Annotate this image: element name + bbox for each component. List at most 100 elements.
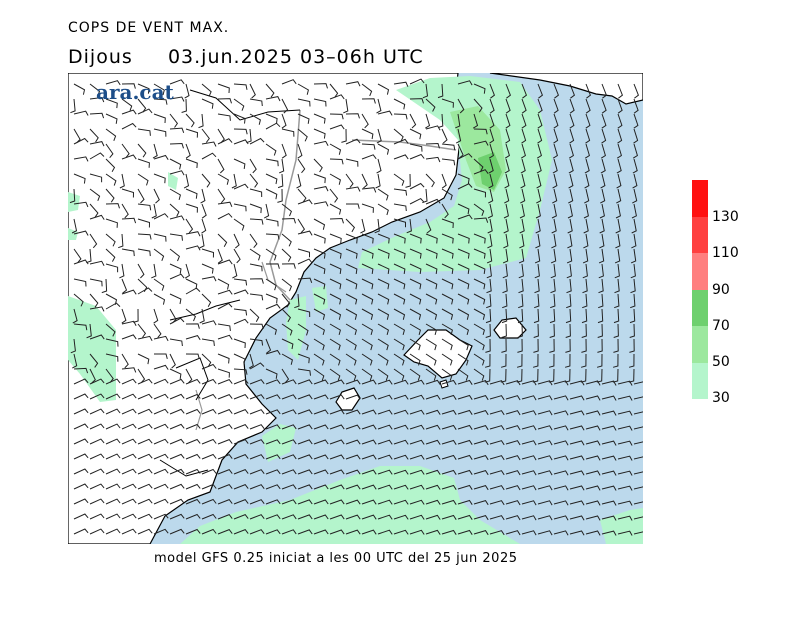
wind-barb (297, 454, 313, 460)
wind-barb (105, 203, 120, 209)
wind-barb (375, 173, 381, 189)
wind-barb (73, 83, 86, 95)
wind-barb (473, 140, 489, 146)
wind-barb (73, 278, 87, 287)
wind-barb (377, 188, 389, 201)
wind-barb (393, 203, 407, 212)
wind-barb (553, 83, 560, 99)
wind-barb (153, 154, 169, 160)
wind-barb (617, 380, 633, 386)
wind-barb (345, 233, 358, 244)
wind-barb (377, 514, 393, 520)
wind-barb (313, 323, 325, 336)
wind-barb (516, 353, 523, 368)
wind-barb (616, 143, 622, 159)
gust-zone-coast-ebro-2 (312, 286, 328, 312)
wind-barb (73, 408, 89, 415)
wind-barb (249, 137, 265, 145)
wind-barb (488, 158, 494, 174)
wind-barb (521, 515, 537, 521)
wind-barb (169, 498, 185, 505)
wind-barb (600, 173, 606, 189)
wind-barb (119, 263, 125, 279)
wind-barb (329, 188, 339, 203)
wind-barb (185, 188, 198, 199)
wind-barb (121, 278, 128, 294)
wind-barb (505, 470, 521, 476)
wind-barb (585, 425, 601, 431)
wind-barb (537, 410, 553, 416)
wind-barb (121, 320, 137, 326)
wind-barb (105, 438, 121, 445)
wind-barb (217, 98, 232, 104)
wind-barb (105, 353, 119, 362)
wind-barb (249, 499, 265, 505)
wind-barb (409, 197, 425, 205)
gust-zone-west-small-1 (68, 192, 80, 212)
wind-barb (633, 486, 643, 490)
wind-barb (565, 323, 571, 338)
wind-barb (441, 188, 453, 201)
wind-barb (105, 378, 121, 385)
wind-barb (217, 423, 233, 430)
wind-barb (329, 263, 342, 274)
wind-barb (329, 338, 341, 351)
wind-barb (233, 183, 249, 190)
wind-barb (217, 483, 233, 490)
wind-barb (105, 528, 121, 535)
wind-barb (485, 323, 491, 338)
wind-barb (505, 425, 521, 431)
wind-barb (105, 128, 117, 141)
wind-barb (185, 423, 201, 430)
wind-barb (504, 188, 510, 204)
wind-barb (248, 353, 254, 369)
wind-barb (217, 188, 226, 204)
wind-barb (455, 128, 462, 144)
wind-barb (377, 394, 393, 400)
wind-barb (265, 514, 281, 520)
wind-barb (409, 278, 422, 290)
wind-barb (169, 513, 185, 520)
wind-barb (537, 113, 543, 129)
wind-barb (425, 394, 441, 400)
wind-barb (425, 353, 437, 366)
wind-barb (441, 499, 457, 505)
wind-barb (217, 233, 228, 248)
wind-barb (582, 248, 589, 264)
wind-barb (441, 98, 454, 108)
wind-barb (489, 530, 505, 536)
wind-barb (405, 173, 411, 188)
wind-barb (441, 424, 457, 430)
wind-barb (73, 293, 84, 307)
wind-barb (185, 393, 201, 400)
wind-barb (473, 395, 489, 401)
wind-barb (313, 529, 329, 535)
wind-barb (505, 113, 511, 129)
wind-barb (489, 425, 505, 431)
wind-barb (409, 182, 425, 190)
wind-barb (201, 218, 207, 234)
wind-barb (329, 323, 341, 336)
wind-barb (553, 380, 569, 386)
wind-barb (281, 394, 297, 400)
wind-barb (297, 338, 309, 351)
wind-barb (361, 409, 377, 415)
wind-barb (633, 531, 643, 535)
wind-barb (377, 353, 389, 366)
wind-barb (217, 438, 233, 445)
wind-barb (281, 499, 297, 505)
wind-barb (121, 528, 137, 535)
wind-barb (297, 368, 311, 376)
wind-barb (89, 233, 98, 249)
wind-barb (457, 469, 473, 475)
wind-barb (345, 469, 361, 475)
wind-barb (502, 248, 509, 264)
wind-barb (201, 276, 217, 282)
wind-barb (233, 308, 248, 316)
wind-barb (569, 455, 585, 461)
wind-barb (409, 514, 425, 520)
wind-barb (441, 218, 454, 229)
wind-barb (425, 218, 432, 234)
wind-barb (473, 188, 487, 198)
wind-barb (361, 394, 377, 400)
